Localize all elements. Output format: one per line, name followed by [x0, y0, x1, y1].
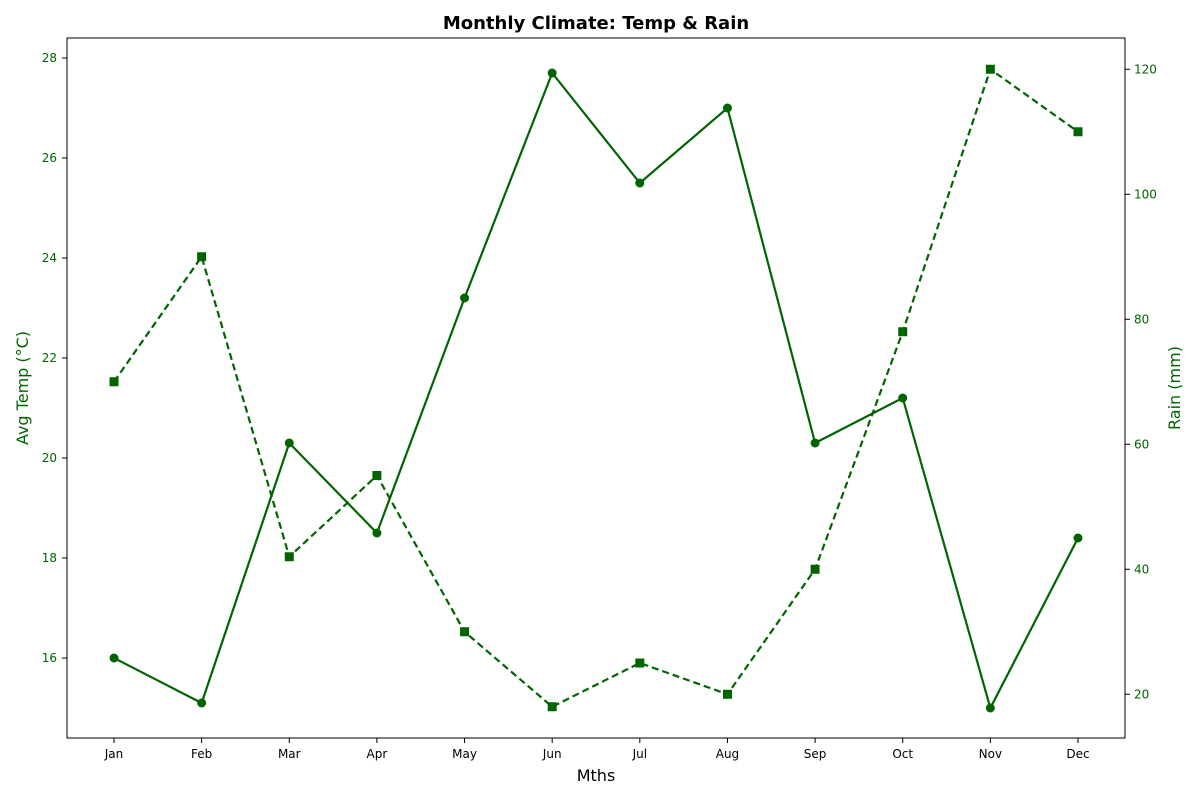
left-y-tick-label: 26	[42, 151, 57, 165]
temp-point	[460, 293, 470, 303]
x-tick-label: May	[452, 747, 477, 761]
rain-series-line	[113, 68, 1079, 708]
rain-point	[898, 327, 908, 337]
plot-frame	[66, 37, 1126, 739]
temp-series-line	[113, 71, 1079, 710]
plot-series	[109, 64, 1083, 713]
x-tick-label: Sep	[804, 747, 827, 761]
rain-point	[985, 64, 995, 74]
right-y-axis-title: Rain (mm)	[1165, 346, 1184, 430]
temp-point	[898, 393, 908, 403]
temp-point	[284, 438, 294, 448]
x-axis-title: Mths	[577, 766, 616, 785]
rain-point	[810, 564, 820, 574]
x-tick-label: Oct	[892, 747, 913, 761]
left-y-tick-label: 18	[42, 551, 57, 565]
rain-point	[722, 689, 732, 699]
temp-point	[197, 698, 207, 708]
x-tick-label: Nov	[979, 747, 1002, 761]
rain-point	[547, 702, 557, 712]
right-y-tick-label: 100	[1134, 187, 1157, 201]
temp-point	[1073, 533, 1083, 543]
temp-point	[635, 178, 645, 188]
temp-point	[985, 703, 995, 713]
temp-point	[810, 438, 820, 448]
rain-point	[372, 471, 382, 480]
temp-point	[109, 653, 119, 663]
left-y-tick-label: 22	[42, 351, 57, 365]
right-y-tick-label: 80	[1134, 312, 1149, 326]
rain-point	[109, 377, 119, 387]
rain-point	[1073, 127, 1083, 137]
x-tick-label: Mar	[278, 747, 301, 761]
left-y-tick-label: 16	[42, 651, 57, 665]
rain-point	[197, 252, 207, 262]
right-y-tick-label: 20	[1134, 687, 1149, 701]
x-tick-label: Aug	[716, 747, 739, 761]
rain-point	[635, 658, 645, 668]
left-y-axis-title: Avg Temp (°C)	[13, 331, 32, 445]
temp-point	[372, 528, 382, 538]
x-axis: Jan Feb Mar Apr May Jun Jul Aug Sep Oct Nov Dec	[104, 738, 1090, 761]
left-y-tick-label: 24	[42, 251, 57, 265]
x-tick-label: Jun	[542, 747, 562, 761]
x-tick-label: Apr	[367, 747, 388, 761]
temp-point	[722, 103, 732, 113]
x-tick-label: Jul	[632, 747, 647, 761]
right-y-tick-label: 40	[1134, 562, 1149, 576]
left-y-axis: 16 18 20 22 24 26 28	[42, 51, 67, 665]
chart-title: Monthly Climate: Temp & Rain	[443, 13, 749, 34]
right-y-axis: 20 40 60 80 100 120	[1125, 62, 1157, 701]
rain-point	[460, 627, 470, 637]
left-y-tick-label: 20	[42, 451, 57, 465]
left-y-tick-label: 28	[42, 51, 57, 65]
rain-point	[284, 552, 294, 562]
x-tick-label: Feb	[191, 747, 212, 761]
temp-point	[547, 68, 557, 78]
right-y-tick-label: 120	[1134, 62, 1157, 76]
right-y-tick-label: 60	[1134, 437, 1149, 451]
x-tick-label: Jan	[104, 747, 124, 761]
x-tick-label: Dec	[1066, 747, 1089, 761]
